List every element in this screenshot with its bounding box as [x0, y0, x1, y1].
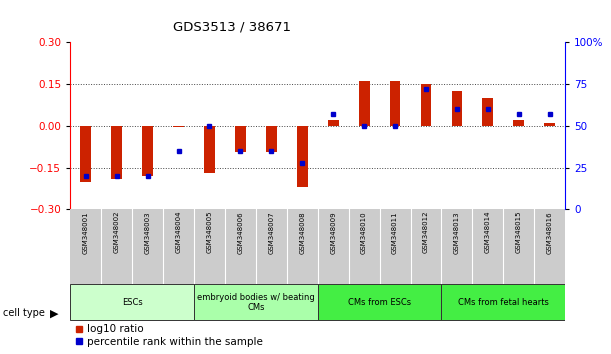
- Bar: [452, 91, 463, 126]
- Text: GSM348010: GSM348010: [361, 211, 367, 253]
- Text: GSM348002: GSM348002: [114, 211, 120, 253]
- Bar: [327, 120, 338, 126]
- Bar: [544, 123, 555, 126]
- Bar: [483, 98, 493, 126]
- Bar: [235, 126, 246, 153]
- Bar: [442, 284, 565, 320]
- Bar: [420, 84, 431, 126]
- Text: embryoid bodies w/ beating
CMs: embryoid bodies w/ beating CMs: [197, 292, 315, 312]
- Text: GSM348013: GSM348013: [454, 211, 460, 253]
- Bar: [390, 81, 400, 126]
- Text: GSM348011: GSM348011: [392, 211, 398, 253]
- Text: GSM348016: GSM348016: [547, 211, 553, 253]
- Legend: log10 ratio, percentile rank within the sample: log10 ratio, percentile rank within the …: [76, 325, 263, 347]
- Text: GSM348015: GSM348015: [516, 211, 522, 253]
- Text: GSM348007: GSM348007: [268, 211, 274, 253]
- Text: cell type: cell type: [3, 308, 45, 318]
- Text: ▶: ▶: [50, 308, 59, 318]
- Text: GDS3513 / 38671: GDS3513 / 38671: [173, 21, 291, 34]
- Text: GSM348004: GSM348004: [175, 211, 181, 253]
- Text: GSM348014: GSM348014: [485, 211, 491, 253]
- Bar: [173, 126, 184, 127]
- Bar: [111, 126, 122, 179]
- Text: GSM348006: GSM348006: [238, 211, 243, 253]
- Bar: [70, 284, 194, 320]
- Bar: [266, 126, 277, 153]
- Text: GSM348008: GSM348008: [299, 211, 306, 253]
- Text: GSM348012: GSM348012: [423, 211, 429, 253]
- Bar: [359, 81, 370, 126]
- Text: ESCs: ESCs: [122, 298, 142, 307]
- Bar: [318, 284, 442, 320]
- Bar: [194, 284, 318, 320]
- Bar: [513, 120, 524, 126]
- Bar: [142, 126, 153, 176]
- Text: CMs from ESCs: CMs from ESCs: [348, 298, 411, 307]
- Bar: [80, 126, 91, 182]
- Bar: [204, 126, 215, 173]
- Text: GSM348003: GSM348003: [145, 211, 150, 253]
- Text: GSM348005: GSM348005: [207, 211, 213, 253]
- Text: GSM348009: GSM348009: [330, 211, 336, 253]
- Bar: [297, 126, 308, 187]
- Text: GSM348001: GSM348001: [82, 211, 89, 253]
- Text: CMs from fetal hearts: CMs from fetal hearts: [458, 298, 549, 307]
